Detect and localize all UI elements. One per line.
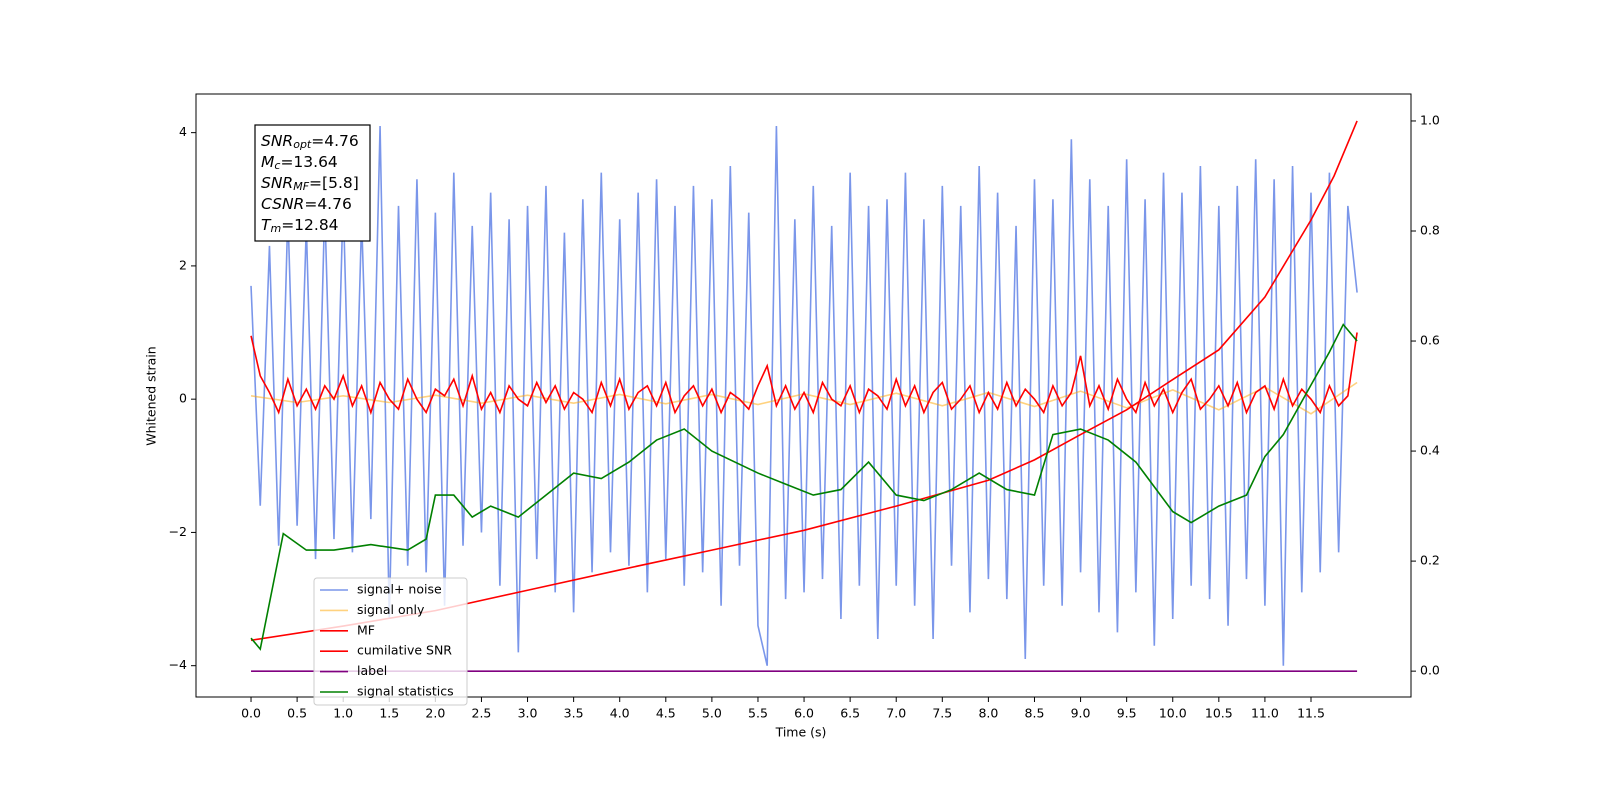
series-line [250,125,1358,666]
y2-tick-label: 0.4 [1420,443,1440,458]
x-tick-label: 7.0 [886,706,906,721]
annotation-value: =13.64 [280,153,337,171]
annotation: CSNR=4.76 [261,195,352,213]
x-tick-label: 4.5 [656,706,676,721]
legend-label: signal only [357,602,425,617]
annotation: Tm=12.84 [261,216,339,236]
annotation-name: SNR [261,174,293,192]
annotation-value: =4.76 [311,132,359,150]
annotation: SNRopt=4.76 [261,132,359,152]
x-tick-label: 4.0 [610,706,630,721]
x-tick-label: 8.5 [1025,706,1045,721]
x-tick-label: 8.0 [978,706,998,721]
legend-label: cumilative SNR [357,643,452,658]
y-tick-label: −4 [169,657,187,672]
x-tick-label: 5.5 [748,706,768,721]
annotation-box [254,124,371,242]
annotation-name: SNR [261,132,293,150]
annotation-value: =12.84 [281,216,338,234]
series-line [250,323,1358,651]
x-tick-label: 10.5 [1205,706,1233,721]
y2-tick-label: 0.8 [1420,222,1440,237]
annotation-name: CSNR [261,195,304,213]
y-tick-label: 2 [179,257,187,272]
annotation-value: =[5.8] [309,174,359,192]
annotation-value: =4.76 [304,195,352,213]
legend-label: signal statistics [357,684,454,699]
x-axis-label: Time (s) [775,725,827,740]
series-line [250,332,1358,416]
x-tick-label: 3.0 [518,706,538,721]
legend-label: label [357,663,387,678]
annotation-sub: m [270,222,281,235]
x-tick-label: 2.5 [472,706,492,721]
y-axis-label: Whitened strain [144,346,159,445]
x-tick-label: 3.5 [564,706,584,721]
x-tick-label: 5.0 [702,706,722,721]
x-tick-label: 2.0 [425,706,445,721]
legend-label: MF [357,622,375,637]
x-tick-label: 10.0 [1159,706,1187,721]
legend-label: signal+ noise [357,582,442,597]
x-tick-label: 6.0 [794,706,814,721]
annotation: SNRMF=[5.8] [261,174,359,194]
x-tick-label: 6.5 [840,706,860,721]
annotation-sub: MF [293,180,309,193]
y2-tick-label: 0.0 [1420,663,1440,678]
annotation: Mc=13.64 [261,153,338,173]
x-tick-label: 9.5 [1117,706,1137,721]
y-tick-label: 0 [179,391,187,406]
x-tick-label: 0.0 [241,706,261,721]
annotation-name: T [261,216,272,234]
x-tick-label: 1.5 [379,706,399,721]
y2-tick-label: 0.2 [1420,553,1440,568]
y-tick-label: −2 [169,524,187,539]
y2-tick-label: 1.0 [1420,112,1440,127]
annotation-sub: opt [293,138,312,151]
x-tick-label: 11.5 [1297,706,1325,721]
annotation-sub: c [274,159,280,172]
x-tick-label: 9.0 [1071,706,1091,721]
x-tick-label: 11.0 [1251,706,1279,721]
x-tick-label: 1.0 [333,706,353,721]
x-tick-label: 0.5 [287,706,307,721]
annotation-name: M [261,153,274,171]
y2-tick-label: 0.6 [1420,333,1440,348]
x-tick-label: 7.5 [932,706,952,721]
series-line [250,120,1358,642]
y-tick-label: 4 [179,124,187,139]
plot-frame [195,93,1412,698]
legend-box [313,577,468,706]
